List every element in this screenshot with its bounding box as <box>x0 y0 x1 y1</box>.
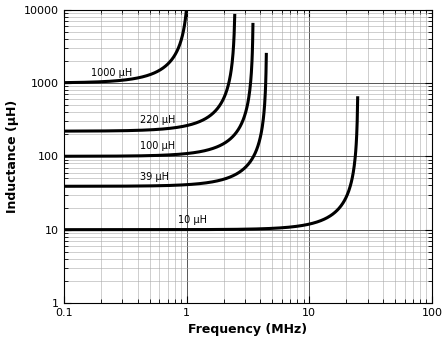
Text: 1000 μH: 1000 μH <box>90 68 132 78</box>
Text: 10 μH: 10 μH <box>178 215 207 225</box>
Text: 100 μH: 100 μH <box>140 141 176 150</box>
Text: 220 μH: 220 μH <box>140 115 176 125</box>
Y-axis label: Inductance (μH): Inductance (μH) <box>5 100 18 213</box>
X-axis label: Frequency (MHz): Frequency (MHz) <box>189 324 307 337</box>
Text: 39 μH: 39 μH <box>140 172 169 182</box>
